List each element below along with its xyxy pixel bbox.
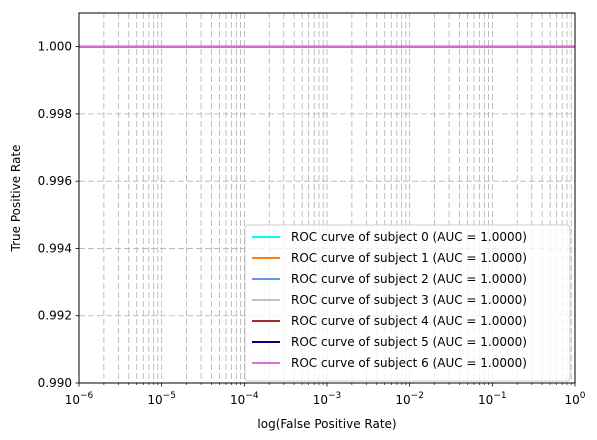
y-tick-label: 0.994	[38, 241, 72, 255]
y-tick-label: 0.998	[38, 107, 72, 121]
legend: ROC curve of subject 0 (AUC = 1.0000) ROC…	[244, 224, 571, 382]
x-tick-label: 100	[564, 391, 585, 407]
y-tick-label: 0.992	[38, 309, 72, 323]
ticks-layer: 0.990 0.992 0.994 0.996 0.998 1.000 10−6 10−5 10…	[38, 40, 586, 407]
legend-label: ROC curve of subject 5 (AUC = 1.0000)	[291, 335, 527, 349]
x-tick-label: 10−5	[147, 391, 176, 407]
x-tick-label: 10−2	[395, 391, 424, 407]
legend-label: ROC curve of subject 3 (AUC = 1.0000)	[291, 293, 527, 307]
y-tick-label: 1.000	[38, 40, 72, 54]
legend-label: ROC curve of subject 4 (AUC = 1.0000)	[291, 314, 527, 328]
legend-label: ROC curve of subject 0 (AUC = 1.0000)	[291, 230, 527, 244]
legend-label: ROC curve of subject 6 (AUC = 1.0000)	[291, 356, 527, 370]
x-tick-label: 10−4	[230, 391, 259, 407]
legend-label: ROC curve of subject 1 (AUC = 1.0000)	[291, 251, 527, 265]
x-tick-label: 10−3	[313, 391, 342, 407]
x-axis-title: log(False Positive Rate)	[257, 417, 396, 431]
legend-label: ROC curve of subject 2 (AUC = 1.0000)	[291, 272, 527, 286]
y-tick-label: 0.990	[38, 376, 72, 390]
x-tick-label: 10−6	[65, 391, 94, 407]
legend-box	[244, 224, 571, 382]
y-axis-title: True Positive Rate	[9, 145, 23, 253]
y-tick-label: 0.996	[38, 174, 72, 188]
x-tick-label: 10−1	[478, 391, 507, 407]
